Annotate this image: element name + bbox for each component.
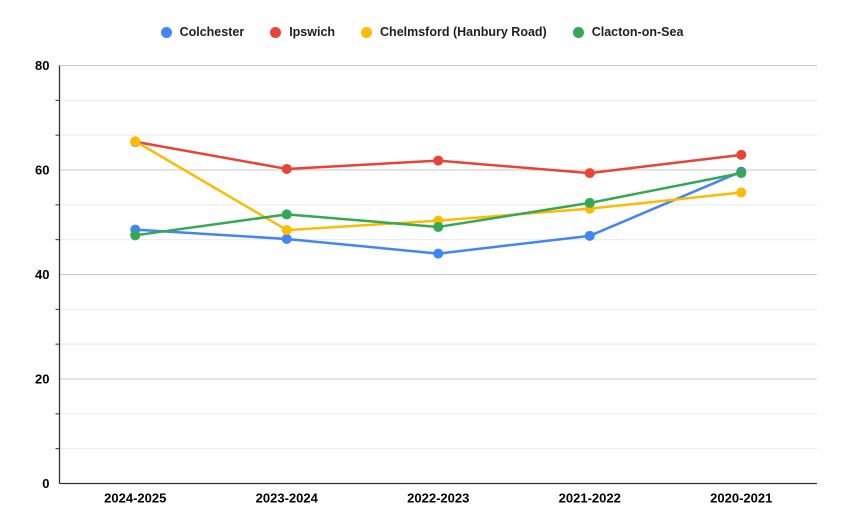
y-axis-label: 40 xyxy=(35,267,49,282)
x-axis-label: 2023-2024 xyxy=(256,491,319,506)
data-point-clacton-on-sea-2022-2023[interactable] xyxy=(433,221,444,232)
legend-dot-ipswich xyxy=(270,26,282,38)
data-point-clacton-on-sea-2021-2022[interactable] xyxy=(584,197,595,208)
legend-item-ipswich[interactable]: Ipswich xyxy=(270,25,335,39)
series-clacton-on-sea xyxy=(130,168,747,241)
legend-label: Clacton-on-Sea xyxy=(591,25,684,39)
data-point-ipswich-2022-2023[interactable] xyxy=(433,155,444,166)
y-axis-label: 20 xyxy=(35,372,49,387)
data-point-clacton-on-sea-2024-2025[interactable] xyxy=(130,230,141,241)
data-point-colchester-2021-2022[interactable] xyxy=(584,230,595,241)
data-point-colchester-2022-2023[interactable] xyxy=(433,248,444,259)
legend-label: Chelmsford (Hanbury Road) xyxy=(380,25,547,39)
x-axis-label: 2021-2022 xyxy=(559,491,621,506)
data-point-chelmsford-hanbury-road-2024-2025[interactable] xyxy=(130,136,141,147)
legend-item-colchester[interactable]: Colchester xyxy=(160,25,245,39)
data-point-chelmsford-hanbury-road-2023-2024[interactable] xyxy=(281,225,292,236)
x-axis-label: 2020-2021 xyxy=(710,491,772,506)
data-point-ipswich-2020-2021[interactable] xyxy=(736,149,747,160)
data-point-clacton-on-sea-2023-2024[interactable] xyxy=(281,209,292,220)
chart-legend: Colchester Ipswich Chelmsford (Hanbury Roa… xyxy=(0,25,844,39)
legend-item-chelmsford-hanbury-road[interactable]: Chelmsford (Hanbury Road) xyxy=(361,25,547,39)
data-point-chelmsford-hanbury-road-2020-2021[interactable] xyxy=(736,187,747,198)
legend-label: Ipswich xyxy=(289,25,336,39)
series-chelmsford-hanbury-road xyxy=(130,136,747,236)
x-axis-label: 2024-2025 xyxy=(104,491,166,506)
legend-dot-clacton-on-sea xyxy=(572,26,584,38)
legend-label: Colchester xyxy=(179,25,245,39)
legend-dot-colchester xyxy=(160,26,172,38)
series-colchester xyxy=(130,166,747,259)
y-axis-label: 80 xyxy=(35,58,49,73)
data-point-ipswich-2023-2024[interactable] xyxy=(281,163,292,174)
data-point-ipswich-2021-2022[interactable] xyxy=(584,168,595,179)
y-axis-label: 0 xyxy=(42,476,49,491)
legend-dot-chelmsford-hanbury-road xyxy=(361,26,373,38)
series-ipswich xyxy=(130,136,747,179)
data-point-clacton-on-sea-2020-2021[interactable] xyxy=(736,168,747,179)
x-axis-label: 2022-2023 xyxy=(407,491,469,506)
y-axis-label: 60 xyxy=(35,163,49,178)
series-line-colchester xyxy=(134,170,743,255)
data-point-colchester-2023-2024[interactable] xyxy=(281,233,292,244)
legend-item-clacton-on-sea[interactable]: Clacton-on-Sea xyxy=(572,25,684,39)
